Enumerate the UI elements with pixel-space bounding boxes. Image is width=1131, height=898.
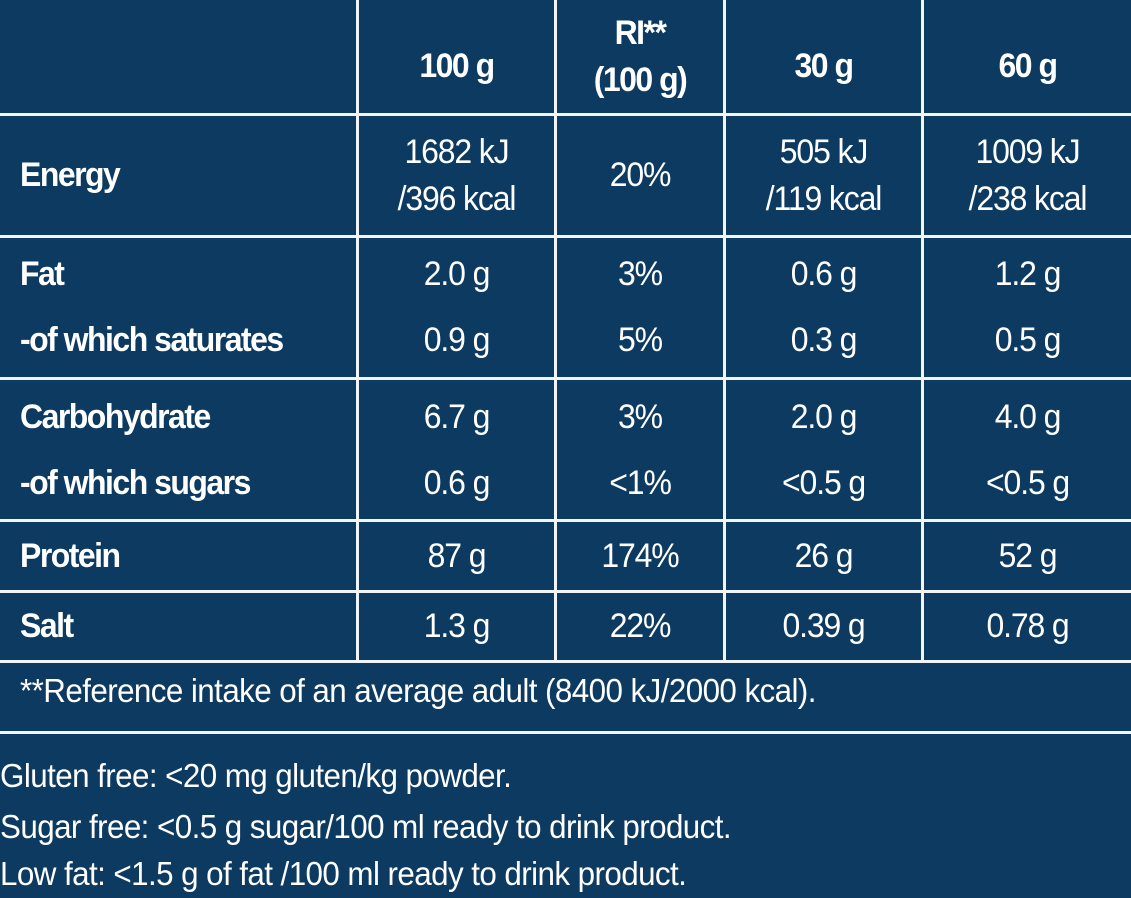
row-label-energy: Energy: [20, 156, 121, 195]
column-divider: [554, 0, 557, 661]
carbohydrate-60g: 4.0 g: [994, 397, 1062, 436]
header-60g: 60 g: [998, 46, 1058, 85]
salt-ri: 22%: [609, 607, 672, 646]
salt-30g: 0.39 g: [782, 607, 865, 646]
saturates-ri: 5%: [618, 320, 663, 359]
carbohydrate-100g: 6.7 g: [423, 397, 491, 436]
carbohydrate-30g: 2.0 g: [790, 397, 858, 436]
row-divider: [0, 377, 1131, 380]
protein-60g: 52 g: [998, 536, 1058, 575]
protein-100g: 87 g: [427, 536, 487, 575]
saturates-100g: 0.9 g: [423, 320, 491, 359]
salt-60g: 0.78 g: [986, 607, 1069, 646]
row-divider: [0, 590, 1131, 593]
saturates-60g: 0.5 g: [994, 320, 1062, 359]
row-label-protein: Protein: [20, 536, 121, 575]
row-label-carbohydrate: Carbohydrate: [20, 397, 211, 436]
sugars-ri: <1%: [609, 463, 672, 502]
sugars-100g: 0.6 g: [423, 463, 491, 502]
energy-30g: 505 kJ/119 kcal: [765, 132, 883, 218]
row-divider: [0, 519, 1131, 522]
column-divider: [921, 0, 924, 661]
header-divider: [0, 113, 1131, 116]
row-label-saturates: -of which saturates: [20, 320, 284, 359]
saturates-30g: 0.3 g: [790, 320, 858, 359]
row-label-sugars: -of which sugars: [20, 463, 251, 502]
fat-ri: 3%: [618, 254, 663, 293]
protein-ri: 174%: [601, 536, 679, 575]
table-bottom-border: [0, 660, 1131, 663]
header-100g: 100 g: [419, 46, 495, 85]
reference-intake-footnote: **Reference intake of an average adult (…: [20, 672, 816, 709]
header-ri: RI** (100 g): [593, 13, 688, 99]
row-label-salt: Salt: [20, 607, 74, 646]
carbohydrate-ri: 3%: [618, 397, 663, 436]
note-gluten-free: Gluten free: <20 mg gluten/kg powder.: [0, 757, 512, 794]
protein-30g: 26 g: [794, 536, 854, 575]
column-divider: [723, 0, 726, 661]
energy-60g: 1009 kJ/238 kcal: [968, 132, 1088, 218]
column-divider: [356, 0, 359, 661]
sugars-30g: <0.5 g: [782, 463, 866, 502]
salt-100g: 1.3 g: [423, 607, 491, 646]
energy-ri: 20%: [609, 156, 672, 195]
fat-30g: 0.6 g: [790, 254, 858, 293]
row-divider: [0, 235, 1131, 238]
energy-100g: 1682 kJ/396 kcal: [397, 132, 517, 218]
row-label-fat: Fat: [20, 254, 65, 293]
fat-100g: 2.0 g: [423, 254, 491, 293]
footnote-divider: [0, 731, 1131, 734]
fat-60g: 1.2 g: [994, 254, 1062, 293]
note-low-fat: Low fat: <1.5 g of fat /100 ml ready to …: [0, 855, 687, 892]
sugars-60g: <0.5 g: [986, 463, 1070, 502]
header-30g: 30 g: [794, 46, 854, 85]
note-sugar-free: Sugar free: <0.5 g sugar/100 ml ready to…: [0, 808, 732, 845]
